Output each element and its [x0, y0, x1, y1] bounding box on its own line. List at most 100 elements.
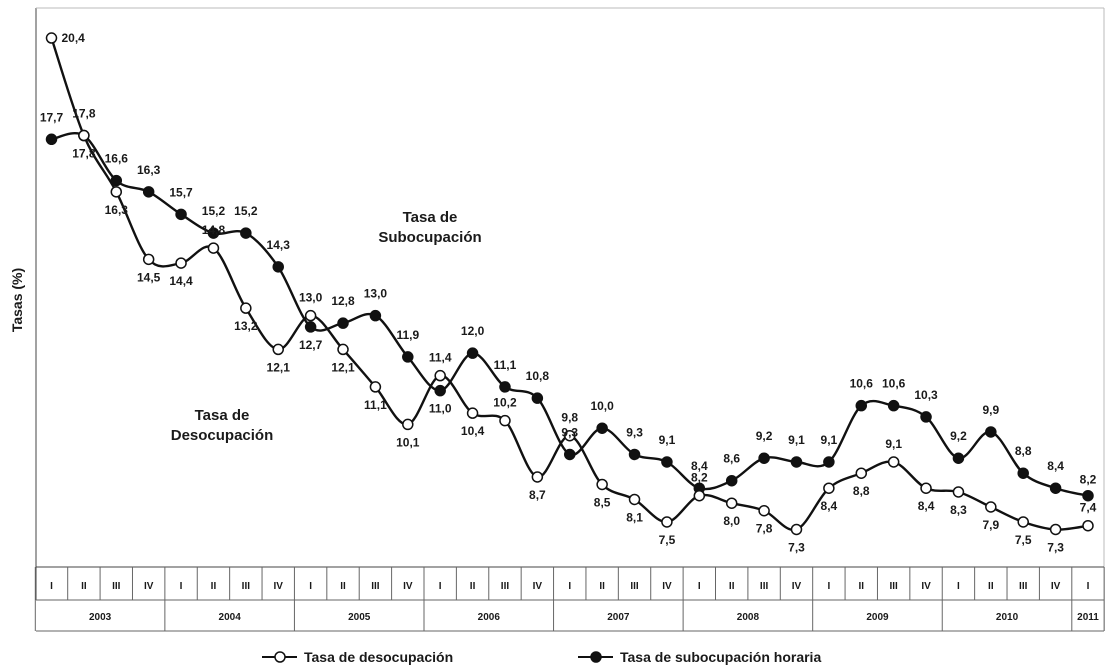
- point-subocupacion: [1082, 489, 1094, 502]
- data-label-desocupacion: 8,3: [950, 503, 967, 517]
- data-label-subocupacion: 8,6: [723, 452, 740, 466]
- point-desocupacion: [661, 516, 673, 528]
- x-tick-label: IV: [533, 581, 543, 592]
- x-tick-label: III: [1019, 581, 1028, 592]
- point-desocupacion: [304, 309, 317, 322]
- point-desocupacion: [434, 369, 446, 382]
- x-tick-label: III: [242, 581, 251, 592]
- point-desocupacion: [1082, 519, 1094, 532]
- chart-axes: I II III IV I II III IV I II III IV I II III IV I II III IV…: [34, 7, 1105, 632]
- point-subocupacion: [1049, 482, 1062, 494]
- data-label-subocupacion: 13,0: [364, 287, 388, 301]
- x-tick-label: II: [988, 581, 994, 592]
- data-label-desocupacion: 8,2: [691, 471, 708, 485]
- data-label-desocupacion: 10,1: [396, 435, 420, 449]
- x-tick-label: I: [439, 581, 442, 592]
- x-tick-label: I: [1087, 581, 1090, 592]
- point-subocupacion: [466, 347, 479, 359]
- point-desocupacion: [78, 129, 90, 142]
- data-label-subocupacion: 17,7: [40, 110, 64, 124]
- data-label-subocupacion: 11,1: [494, 358, 517, 372]
- year-label: 2008: [737, 612, 760, 623]
- point-subocupacion: [434, 384, 446, 397]
- data-label-subocupacion: 8,8: [1015, 444, 1032, 458]
- point-desocupacion: [564, 429, 576, 442]
- year-label: 2006: [478, 612, 501, 623]
- data-label-desocupacion: 7,4: [1080, 501, 1097, 515]
- data-label-subocupacion: 15,2: [202, 204, 226, 218]
- x-tick-label: III: [630, 581, 639, 592]
- year-label: 2009: [866, 612, 889, 623]
- year-label: 2007: [607, 612, 630, 623]
- x-tick-label: II: [340, 581, 346, 592]
- data-label-desocupacion: 7,9: [982, 518, 999, 532]
- legend-desocupacion-marker: [274, 651, 286, 663]
- point-desocupacion: [175, 257, 187, 269]
- point-desocupacion: [952, 486, 965, 498]
- data-label-subocupacion: 9,1: [659, 433, 676, 447]
- data-label-subocupacion: 10,6: [850, 377, 874, 391]
- x-tick-label: II: [858, 581, 864, 592]
- point-desocupacion: [725, 497, 738, 509]
- data-label-desocupacion: 11,1: [364, 398, 387, 412]
- point-subocupacion: [45, 133, 58, 146]
- point-desocupacion: [531, 471, 544, 483]
- x-tick-label: II: [599, 581, 605, 592]
- data-label-subocupacion: 8,4: [1047, 459, 1064, 473]
- x-tick-label: I: [957, 581, 960, 592]
- data-label-subocupacion: 9,2: [756, 429, 773, 443]
- year-label: 2003: [89, 612, 112, 623]
- point-subocupacion: [661, 456, 673, 468]
- data-label-subocupacion: 12,0: [461, 324, 485, 338]
- data-label-desocupacion: 7,5: [1015, 533, 1032, 547]
- data-label-desocupacion: 14,4: [169, 274, 193, 288]
- data-label-desocupacion: 8,7: [529, 488, 546, 502]
- data-label-subocupacion: 11,0: [429, 402, 452, 416]
- x-tick-label: III: [112, 581, 121, 592]
- point-subocupacion: [920, 411, 932, 423]
- data-label-subocupacion: 8,4: [691, 459, 708, 473]
- x-tick-label: I: [698, 581, 701, 592]
- data-label-subocupacion: 15,7: [169, 185, 193, 199]
- point-subocupacion: [758, 452, 770, 464]
- point-desocupacion: [110, 186, 123, 198]
- data-label-subocupacion: 10,8: [526, 369, 550, 383]
- data-label-subocupacion: 9,2: [950, 429, 967, 443]
- x-tick-label: II: [729, 581, 735, 592]
- point-desocupacion: [402, 418, 414, 431]
- data-label-subocupacion: 12,8: [331, 294, 355, 308]
- point-desocupacion: [272, 343, 284, 356]
- data-label-subocupacion: 16,6: [105, 152, 129, 166]
- point-subocupacion: [887, 399, 900, 412]
- point-desocupacion: [887, 456, 900, 468]
- annotation-line: Subocupación: [378, 229, 481, 246]
- point-subocupacion: [628, 448, 641, 461]
- point-desocupacion: [45, 32, 58, 44]
- x-tick-label: III: [760, 581, 769, 592]
- data-label-desocupacion: 11,4: [429, 351, 452, 365]
- data-label-subocupacion: 11,9: [396, 328, 419, 342]
- point-subocupacion: [985, 426, 997, 438]
- data-label-subocupacion: 9,1: [788, 433, 805, 447]
- point-subocupacion: [304, 321, 317, 333]
- data-label-subocupacion: 10,0: [590, 399, 614, 413]
- x-tick-label: I: [827, 581, 830, 592]
- point-subocupacion: [596, 422, 608, 434]
- legend-desocupacion-label: Tasa de desocupación: [304, 649, 453, 665]
- point-desocupacion: [823, 482, 835, 494]
- data-label-desocupacion: 10,2: [493, 396, 517, 410]
- point-subocupacion: [952, 452, 965, 464]
- data-label-desocupacion: 7,3: [1047, 540, 1064, 554]
- point-desocupacion: [628, 493, 641, 506]
- data-label-desocupacion: 10,4: [461, 424, 485, 438]
- point-subocupacion: [823, 456, 835, 468]
- y-axis-title: Tasas (%): [9, 268, 25, 332]
- annotation-line: Tasa de: [403, 209, 458, 226]
- annotation-line: Tasa de: [195, 407, 250, 424]
- point-desocupacion: [985, 501, 997, 513]
- data-label-desocupacion: 12,1: [267, 360, 291, 374]
- x-tick-label: II: [470, 581, 476, 592]
- point-desocupacion: [499, 414, 511, 427]
- x-tick-label: IV: [792, 581, 802, 592]
